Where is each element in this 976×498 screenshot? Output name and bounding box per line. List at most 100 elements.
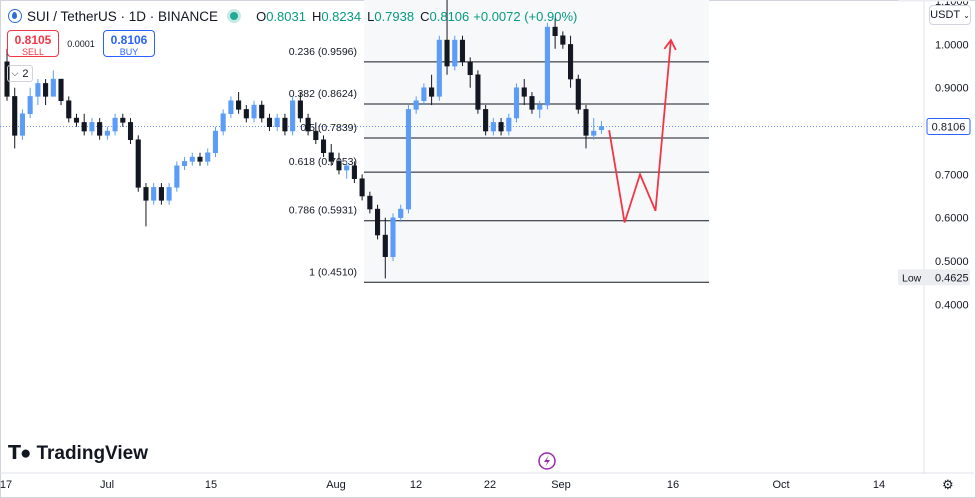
candle-body[interactable] bbox=[575, 78, 581, 110]
candle-body[interactable] bbox=[598, 126, 604, 130]
candle-body[interactable] bbox=[259, 104, 265, 119]
symbol-title[interactable]: SUI / TetherUS · 1D · BINANCE bbox=[27, 8, 219, 24]
currency-label: USDT bbox=[930, 9, 961, 21]
candle-body[interactable] bbox=[220, 113, 226, 132]
market-status-icon bbox=[230, 12, 239, 20]
buy-button[interactable]: 0.8106 BUY bbox=[103, 30, 155, 57]
candle-body[interactable] bbox=[560, 35, 566, 45]
candle-body[interactable] bbox=[498, 122, 504, 132]
indicators-toggle[interactable]: ⌵ 2 bbox=[7, 65, 33, 82]
candle-body[interactable] bbox=[290, 100, 296, 132]
candle-body[interactable] bbox=[112, 117, 118, 132]
price-tick-label: 0.9000 bbox=[935, 83, 969, 95]
candle-body[interactable] bbox=[544, 26, 550, 106]
spread-value: 0.0001 bbox=[67, 38, 95, 49]
candle-body[interactable] bbox=[236, 100, 242, 110]
candle-body[interactable] bbox=[429, 87, 435, 97]
candle-body[interactable] bbox=[189, 156, 195, 162]
candle-body[interactable] bbox=[405, 109, 411, 210]
candle-body[interactable] bbox=[174, 165, 180, 188]
candle-body[interactable] bbox=[359, 178, 365, 197]
tradingview-wordmark: TradingView bbox=[36, 442, 149, 464]
candle-body[interactable] bbox=[266, 117, 273, 127]
candle-body[interactable] bbox=[27, 96, 33, 114]
candle-body[interactable] bbox=[521, 87, 527, 97]
candle-body[interactable] bbox=[205, 152, 211, 162]
candle-body[interactable] bbox=[506, 117, 512, 132]
candle-body[interactable] bbox=[151, 187, 157, 201]
candle-body[interactable] bbox=[568, 44, 574, 80]
candle-body[interactable] bbox=[89, 122, 95, 132]
candle-body[interactable] bbox=[12, 96, 18, 136]
candle-body[interactable] bbox=[444, 39, 450, 67]
candle-body[interactable] bbox=[490, 122, 496, 132]
candle-body[interactable] bbox=[351, 165, 357, 179]
candle-body[interactable] bbox=[313, 130, 319, 140]
candle-body[interactable] bbox=[591, 130, 597, 136]
candle-body[interactable] bbox=[483, 109, 489, 132]
chevron-down-icon: ⌄ bbox=[963, 10, 970, 20]
candle-body[interactable] bbox=[73, 117, 80, 123]
candle-body[interactable] bbox=[81, 122, 87, 132]
event-lightning-icon[interactable] bbox=[538, 452, 556, 470]
price-tick-label: 0.6000 bbox=[935, 213, 969, 225]
candle-body[interactable] bbox=[228, 100, 234, 114]
candle-body[interactable] bbox=[297, 100, 303, 119]
candle-body[interactable] bbox=[537, 104, 543, 110]
candle-body[interactable] bbox=[305, 117, 311, 132]
candle-body[interactable] bbox=[367, 195, 373, 210]
candle-body[interactable] bbox=[158, 187, 164, 201]
close-label: C bbox=[420, 8, 430, 24]
candle-body[interactable] bbox=[328, 152, 334, 162]
candle-body[interactable] bbox=[552, 26, 558, 36]
current-price-badge bbox=[926, 117, 971, 135]
candle-body[interactable] bbox=[97, 122, 103, 136]
candle-body[interactable] bbox=[436, 39, 442, 97]
candle-body[interactable] bbox=[320, 139, 327, 153]
candle-body[interactable] bbox=[459, 39, 466, 62]
buy-price: 0.8106 bbox=[110, 33, 148, 47]
candle-body[interactable] bbox=[251, 104, 257, 119]
candle-body[interactable] bbox=[243, 109, 249, 119]
price-tick-label: 0.4000 bbox=[935, 299, 969, 311]
candle-body[interactable] bbox=[35, 83, 41, 97]
candle-body[interactable] bbox=[66, 100, 72, 119]
candle-body[interactable] bbox=[127, 122, 134, 140]
candle-body[interactable] bbox=[398, 208, 404, 218]
candle-body[interactable] bbox=[43, 83, 49, 97]
sell-price: 0.8105 bbox=[14, 33, 52, 47]
candle-body[interactable] bbox=[182, 161, 188, 166]
candle-body[interactable] bbox=[19, 113, 25, 136]
gear-icon[interactable]: ⚙ bbox=[942, 477, 954, 492]
candle-body[interactable] bbox=[344, 165, 350, 171]
candle-body[interactable] bbox=[467, 61, 473, 75]
candle-body[interactable] bbox=[529, 96, 535, 110]
candle-body[interactable] bbox=[143, 187, 149, 201]
candle-body[interactable] bbox=[390, 217, 396, 257]
candle-body[interactable] bbox=[452, 39, 458, 67]
candle-body[interactable] bbox=[135, 139, 141, 188]
currency-selector[interactable]: USDT ⌄ bbox=[929, 5, 971, 25]
candle-body[interactable] bbox=[212, 130, 218, 153]
candle-body[interactable] bbox=[197, 156, 203, 162]
candle-body[interactable] bbox=[50, 78, 56, 97]
candle-body[interactable] bbox=[382, 234, 388, 257]
time-tick-label: 22 bbox=[484, 479, 496, 491]
candle-body[interactable] bbox=[421, 87, 427, 101]
candle-body[interactable] bbox=[583, 109, 589, 136]
candle-body[interactable] bbox=[274, 117, 280, 127]
candle-body[interactable] bbox=[513, 87, 520, 119]
high-value: 0.8234 bbox=[321, 8, 362, 24]
candle-body[interactable] bbox=[413, 100, 419, 110]
candle-body[interactable] bbox=[475, 74, 481, 110]
candle-body[interactable] bbox=[282, 117, 288, 132]
candle-body[interactable] bbox=[166, 187, 172, 201]
candle-body[interactable] bbox=[104, 130, 110, 136]
time-tick-label: Oct bbox=[772, 479, 789, 491]
candle-body[interactable] bbox=[58, 78, 64, 101]
candle-body[interactable] bbox=[375, 208, 381, 236]
sell-button[interactable]: 0.8105 SELL bbox=[7, 30, 59, 57]
candle-body[interactable] bbox=[120, 117, 126, 123]
candle-body[interactable] bbox=[336, 161, 342, 171]
